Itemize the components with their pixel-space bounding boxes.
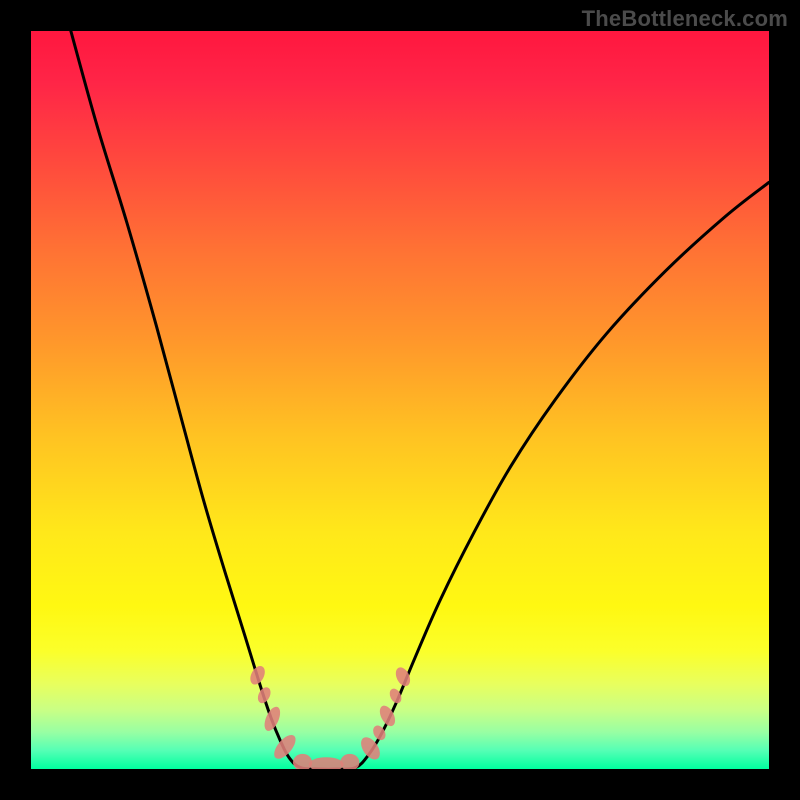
valley-markers [247, 664, 413, 769]
valley-marker [340, 754, 359, 769]
valley-marker [261, 704, 283, 733]
valley-marker [247, 664, 267, 687]
valley-marker [293, 754, 312, 769]
valley-marker [255, 685, 273, 705]
plot-area [31, 31, 769, 769]
curve-layer [31, 31, 769, 769]
valley-marker [309, 757, 344, 769]
bottleneck-curve [71, 31, 769, 769]
chart-stage: TheBottleneck.com [0, 0, 800, 800]
watermark-text: TheBottleneck.com [582, 6, 788, 32]
